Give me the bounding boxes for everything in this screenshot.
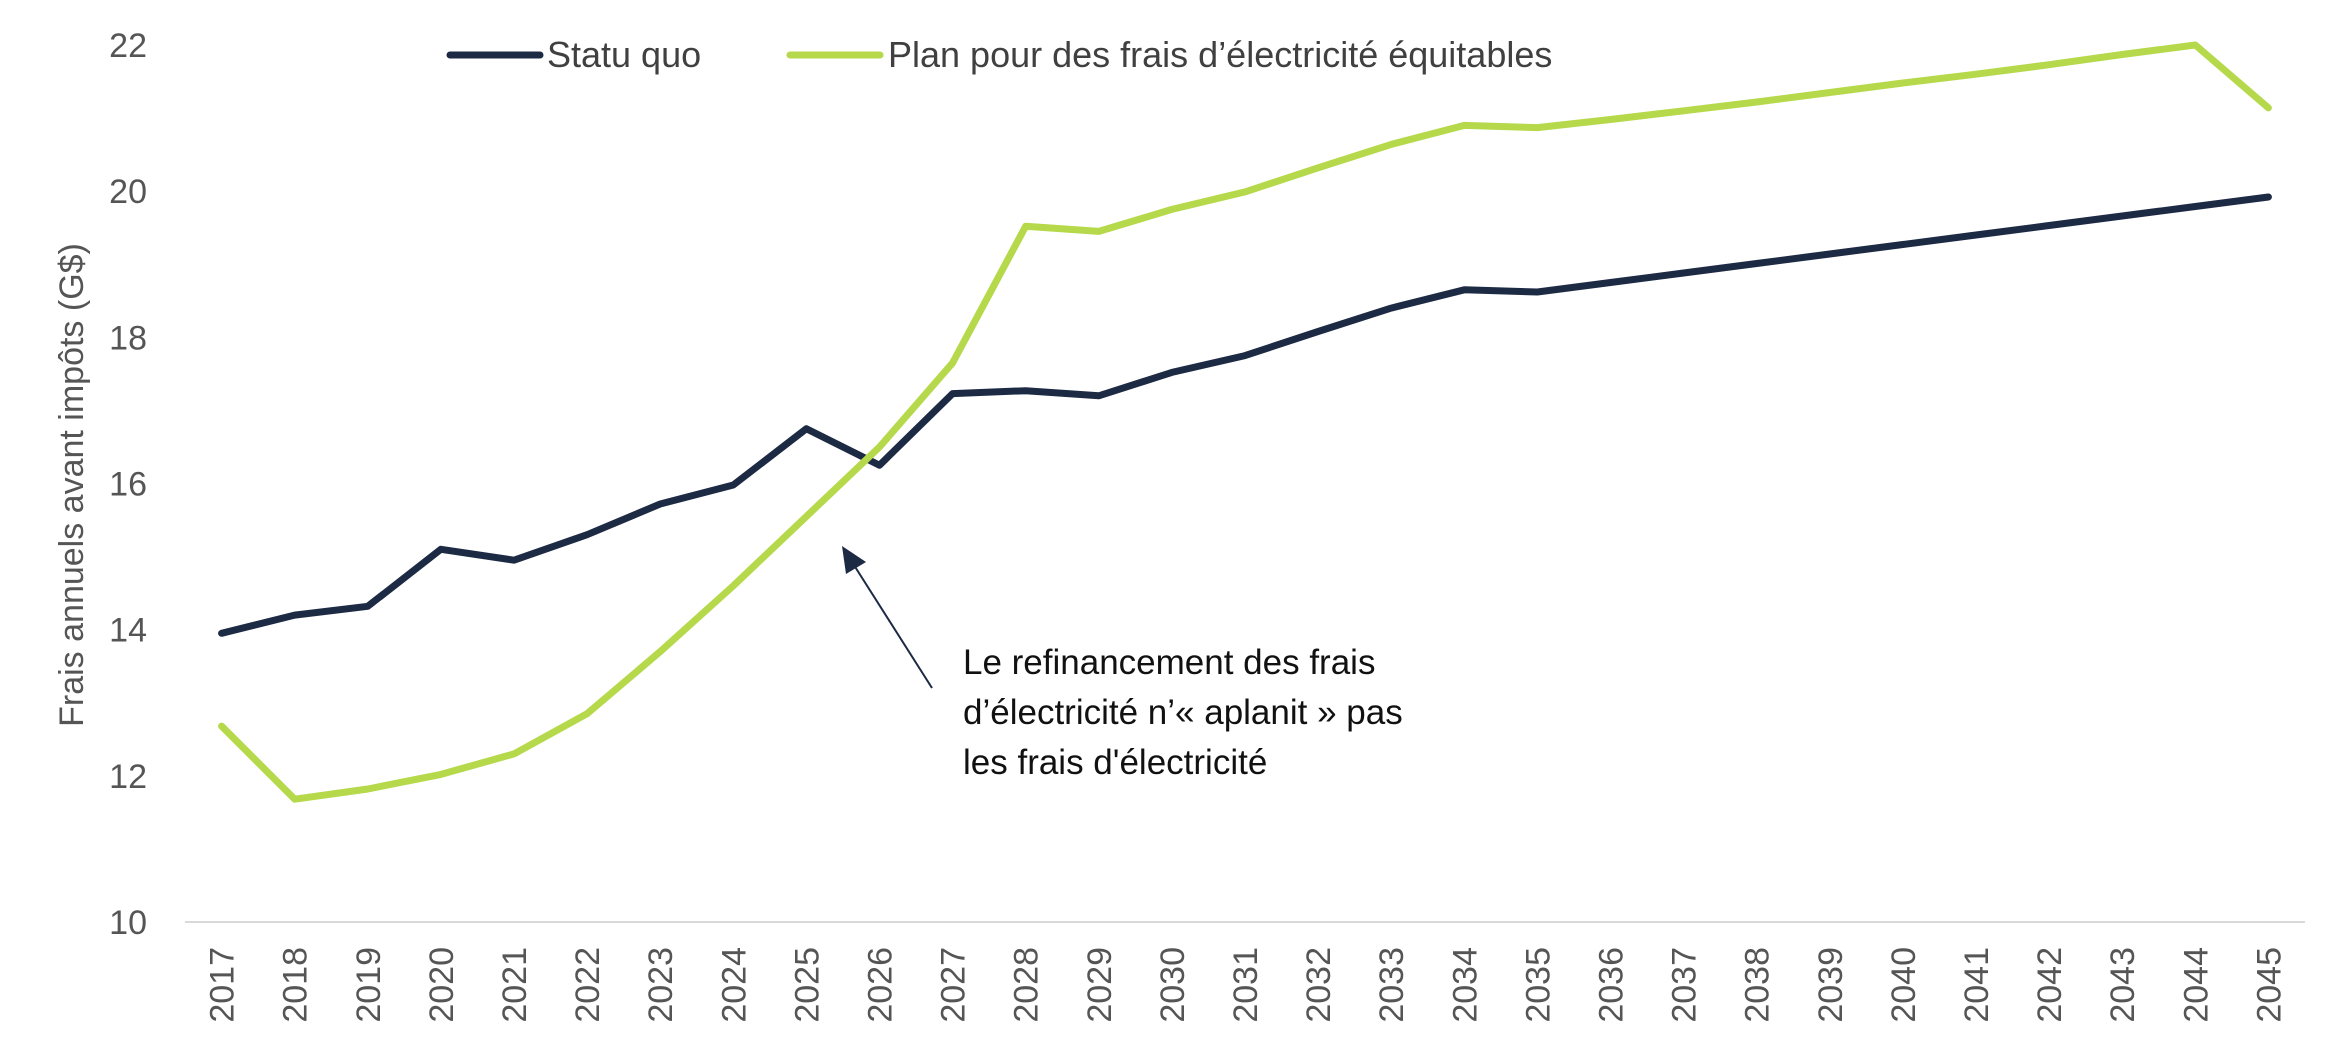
x-tick-label: 2031 xyxy=(1227,947,1265,1023)
x-tick-label: 2029 xyxy=(1081,947,1119,1023)
x-axis-ticks: 2017 2018 2019 2020 2021 2022 2023 2024 2025 2026… xyxy=(204,947,2289,1023)
x-tick-label: 2040 xyxy=(1885,947,1923,1023)
x-tick-label: 2017 xyxy=(204,947,242,1023)
x-tick-label: 2038 xyxy=(1739,947,1777,1023)
x-tick-label: 2021 xyxy=(496,947,534,1023)
annotation-arrow xyxy=(851,561,933,689)
annotation-line-3: les frais d'électricité xyxy=(963,743,1267,782)
x-tick-label: 2024 xyxy=(715,947,753,1023)
legend: Statu quo Plan pour des frais d’électric… xyxy=(446,34,1552,75)
x-tick-label: 2033 xyxy=(1373,947,1411,1023)
y-axis-ticks: 10 12 14 16 18 20 22 xyxy=(109,27,147,942)
x-tick-label: 2022 xyxy=(569,947,607,1023)
x-tick-label: 2037 xyxy=(1666,947,1704,1023)
annotation: Le refinancement des frais d’électricité… xyxy=(842,546,1403,782)
x-tick-label: 2043 xyxy=(2104,947,2142,1023)
y-tick-label: 10 xyxy=(109,904,147,942)
y-tick-label: 20 xyxy=(109,173,147,211)
x-tick-label: 2044 xyxy=(2177,947,2215,1023)
y-tick-label: 18 xyxy=(109,319,147,357)
x-tick-label: 2023 xyxy=(642,947,680,1023)
x-tick-label: 2028 xyxy=(1008,947,1046,1023)
x-tick-label: 2027 xyxy=(935,947,973,1023)
x-tick-label: 2026 xyxy=(861,947,899,1023)
x-tick-label: 2036 xyxy=(1593,947,1631,1023)
y-tick-label: 22 xyxy=(109,27,147,65)
x-tick-label: 2039 xyxy=(1812,947,1850,1023)
x-tick-label: 2020 xyxy=(423,947,461,1023)
annotation-line-2: d’électricité n’« aplanit » pas xyxy=(963,693,1403,732)
series-line-0 xyxy=(218,193,2272,637)
y-tick-label: 12 xyxy=(109,758,147,796)
legend-label-statu-quo: Statu quo xyxy=(547,34,701,75)
x-tick-label: 2025 xyxy=(788,947,826,1023)
annotation-arrowhead xyxy=(842,546,866,574)
x-tick-label: 2030 xyxy=(1154,947,1192,1023)
x-tick-label: 2042 xyxy=(2031,947,2069,1023)
series-line-1 xyxy=(218,41,2272,803)
x-tick-label: 2018 xyxy=(277,947,315,1023)
y-tick-label: 16 xyxy=(109,466,147,504)
x-tick-label: 2035 xyxy=(1519,947,1557,1023)
x-tick-label: 2019 xyxy=(350,947,388,1023)
y-axis-title: Frais annuels avant impôts (G$) xyxy=(53,243,91,727)
x-tick-label: 2032 xyxy=(1300,947,1338,1023)
legend-label-plan: Plan pour des frais d’électricité équita… xyxy=(888,34,1552,75)
x-tick-label: 2041 xyxy=(1958,947,1996,1023)
series-group xyxy=(218,41,2272,803)
annotation-line-1: Le refinancement des frais xyxy=(963,643,1375,682)
x-tick-label: 2045 xyxy=(2250,947,2288,1023)
x-tick-label: 2034 xyxy=(1446,947,1484,1023)
y-tick-label: 14 xyxy=(109,612,147,650)
